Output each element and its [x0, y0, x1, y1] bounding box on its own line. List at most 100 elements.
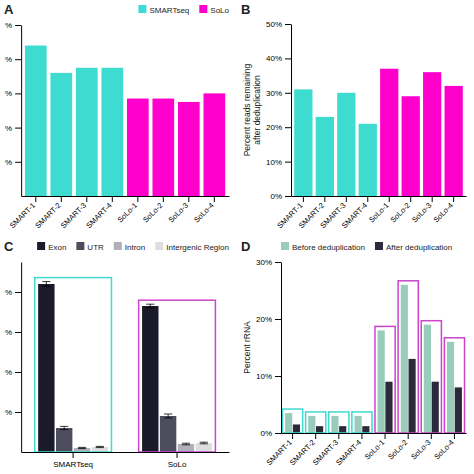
x-tick: SoLo-2 — [141, 196, 164, 224]
x-tick-label: SoLo-1 — [363, 438, 386, 461]
error-bar — [182, 443, 190, 445]
x-tick: SMART-3 — [59, 196, 88, 230]
panel-title: A — [4, 2, 14, 17]
y-tick: % — [5, 408, 21, 417]
legend: ExonUTRIntronIntergenic Region — [37, 242, 229, 252]
group-outline — [398, 281, 418, 433]
y-tick-label: 10% — [266, 158, 282, 167]
bar — [354, 416, 361, 433]
y-tick-mark — [285, 162, 291, 163]
error-bar — [146, 304, 154, 308]
x-tick: SMART-4 — [340, 196, 369, 230]
y-tick-label: 20% — [256, 315, 272, 324]
y-axis-line — [21, 263, 22, 453]
x-tick: SMART-1 — [8, 196, 37, 230]
x-tick-mark — [35, 196, 36, 202]
y-axis: 0%10%20%30%40%50% — [266, 20, 292, 201]
x-tick-label: SoLo — [168, 460, 187, 469]
y-axis: %%%%% — [5, 21, 22, 196]
panel-title: B — [241, 2, 250, 17]
bar — [152, 99, 174, 196]
x-tick-mark — [188, 196, 189, 202]
error-bar — [78, 447, 86, 448]
bar — [316, 426, 323, 433]
legend-swatch — [138, 5, 146, 13]
y-axis-line — [281, 263, 282, 434]
bar — [337, 93, 355, 196]
bar — [380, 69, 398, 196]
x-tick-mark — [292, 433, 293, 439]
legend-swatch — [375, 242, 383, 250]
x-tick-mark — [367, 196, 368, 202]
x-tick: SMART-4 — [84, 196, 113, 230]
y-tick-mark — [275, 262, 281, 263]
y-tick: % — [5, 55, 21, 64]
bar — [294, 89, 312, 196]
x-tick-label: SoLo-2 — [389, 201, 412, 224]
y-tick: % — [5, 368, 21, 377]
plot: %%%%%SMART-1SMART-2SMART-3SMART-4SoLo-1S… — [5, 21, 230, 230]
x-axis: SMARTseqSoLo — [22, 452, 230, 469]
marks — [25, 46, 225, 196]
x-tick-mark — [454, 433, 455, 439]
bar — [362, 426, 369, 433]
legend-label: Before deduplication — [292, 243, 365, 252]
x-tick-mark — [86, 196, 87, 202]
y-axis-title: Percent reads remainingafter deduplicati… — [242, 63, 262, 156]
y-tick-label: 30% — [256, 258, 272, 267]
y-tick-label: 20% — [266, 123, 282, 132]
x-tick: SoLo-1 — [363, 433, 386, 461]
y-tick: % — [5, 124, 21, 133]
panel-title: C — [4, 239, 14, 254]
x-tick-label: SoLo-1 — [116, 201, 139, 224]
group-outline — [375, 326, 395, 433]
x-tick: SoLo-3 — [410, 196, 433, 224]
legend-label: SoLo — [210, 6, 229, 15]
x-tick: SoLo-4 — [192, 196, 215, 224]
bar — [402, 96, 420, 196]
y-axis: 0%10%20%30% — [256, 258, 282, 438]
y-tick-mark — [15, 332, 21, 333]
x-tick-label: SMART-4 — [334, 438, 363, 467]
y-tick: 10% — [256, 372, 281, 381]
panel: B0%10%20%30%40%50%SMART-1SMART-2SMART-3S… — [241, 2, 467, 230]
x-axis-line — [292, 196, 467, 197]
bar — [76, 68, 98, 196]
x-tick: SoLo-3 — [409, 433, 432, 461]
legend-item: After deduplication — [375, 242, 452, 252]
panel: ASMARTseqSoLo%%%%%SMART-1SMART-2SMART-3S… — [4, 2, 230, 230]
x-tick-mark — [137, 196, 138, 202]
legend-item: Intron — [114, 242, 145, 252]
legend: SMARTseqSoLo — [138, 5, 229, 15]
legend-label: After deduplication — [386, 243, 452, 252]
y-tick-mark — [275, 433, 281, 434]
y-tick-mark — [15, 93, 21, 94]
y-tick-label: % — [5, 21, 12, 30]
x-tick: SoLo-4 — [432, 433, 455, 461]
bar — [203, 93, 225, 196]
bar — [101, 68, 123, 196]
x-tick-mark — [410, 196, 411, 202]
x-tick-label: SoLo-3 — [167, 201, 190, 224]
x-tick-label: SoLo-3 — [410, 201, 433, 224]
y-tick: 30% — [266, 89, 291, 98]
bar — [50, 73, 72, 196]
error-bar — [164, 414, 172, 418]
legend-item: Exon — [37, 242, 66, 252]
y-tick: 40% — [266, 54, 291, 63]
bar — [308, 416, 315, 433]
error-bar — [200, 442, 208, 444]
y-tick: % — [5, 158, 21, 167]
bar — [385, 382, 392, 433]
x-axis-line — [282, 433, 467, 434]
y-axis: %%%% — [5, 263, 22, 453]
y-tick-mark — [15, 128, 21, 129]
bar — [378, 330, 385, 433]
bar — [38, 284, 54, 452]
bar — [316, 117, 334, 196]
y-tick-mark — [285, 93, 291, 94]
legend-item: Intergenic Region — [155, 242, 229, 252]
marks — [35, 278, 216, 452]
figure: ASMARTseqSoLo%%%%%SMART-1SMART-2SMART-3S… — [0, 0, 474, 474]
bar — [409, 359, 416, 433]
